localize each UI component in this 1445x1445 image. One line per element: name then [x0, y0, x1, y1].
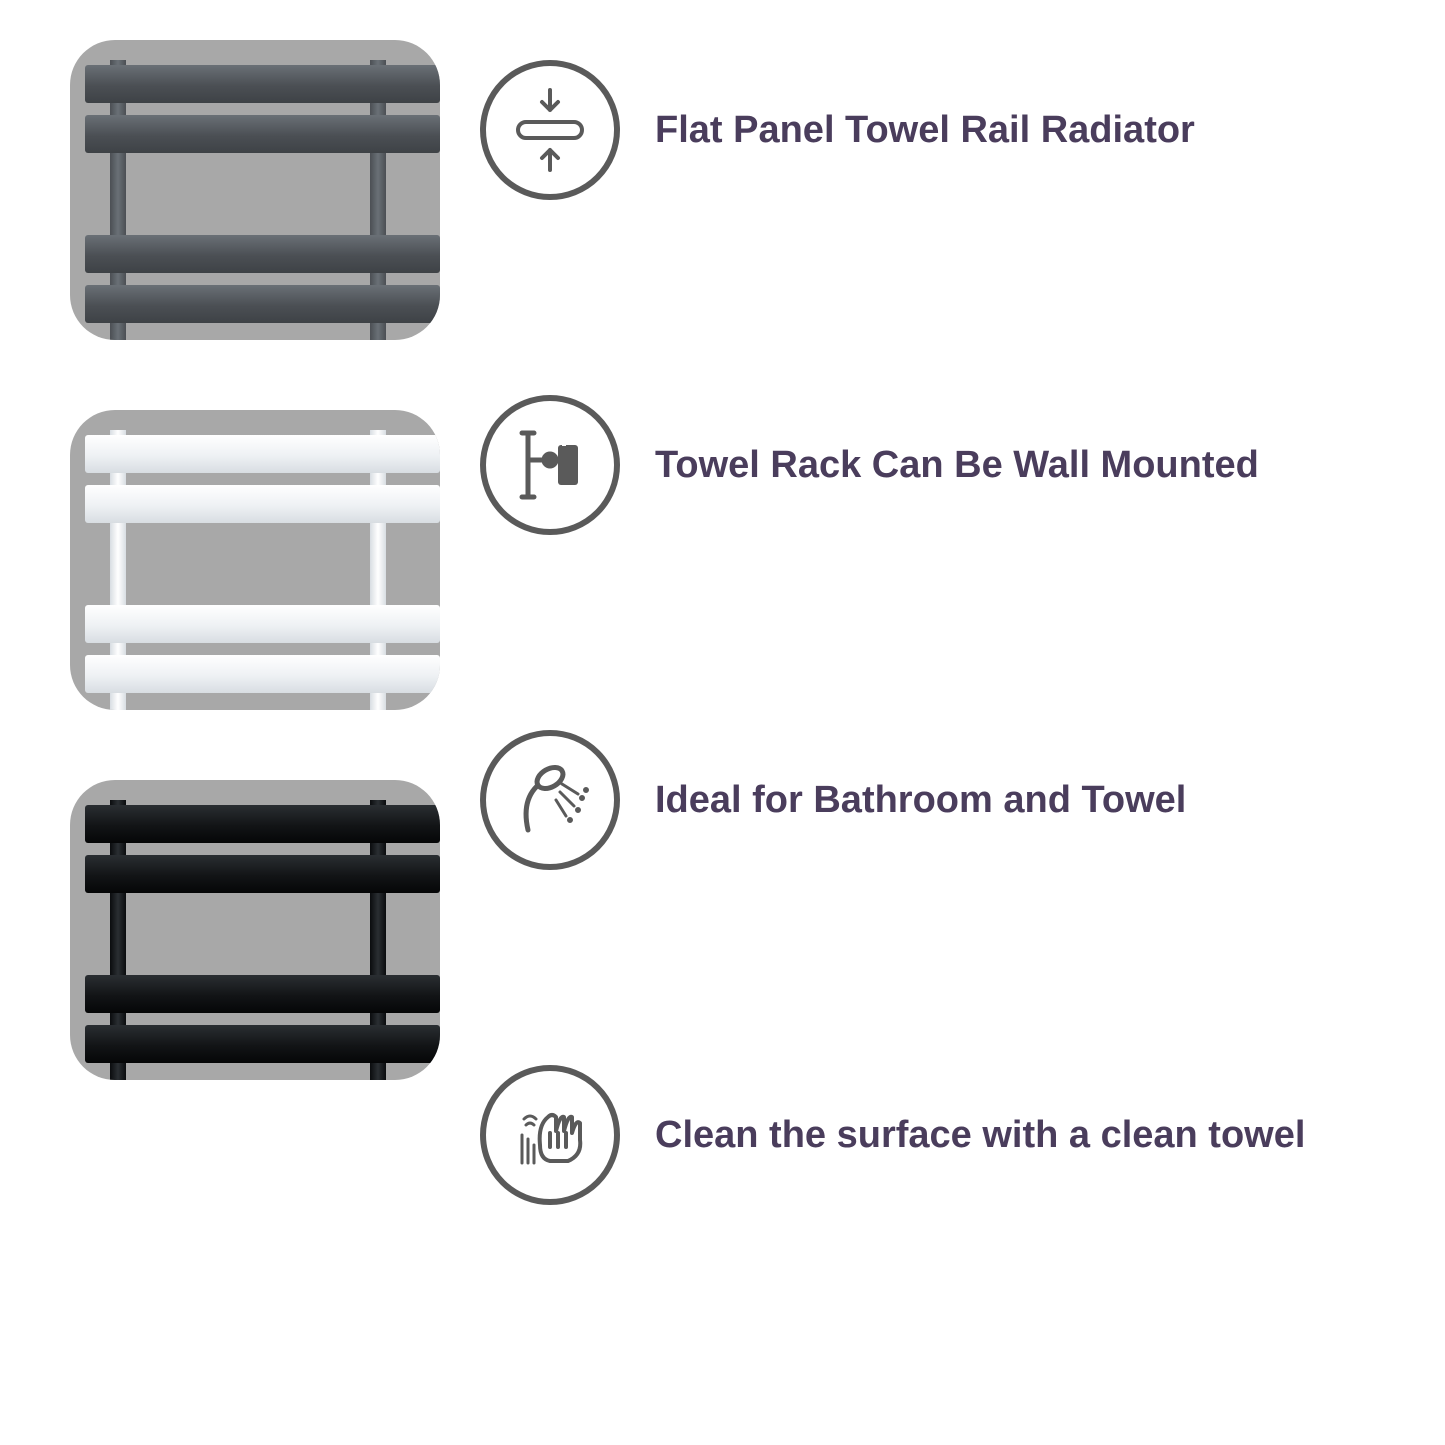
radiator-bar [85, 435, 440, 473]
wall-mount-icon [480, 395, 620, 535]
product-tile-black [70, 780, 440, 1080]
radiator-bar [85, 855, 440, 893]
feature-label: Towel Rack Can Be Wall Mounted [655, 444, 1259, 487]
shower-icon [480, 730, 620, 870]
clean-icon [480, 1065, 620, 1205]
feature-row-wall-mount: Towel Rack Can Be Wall Mounted [480, 395, 1420, 535]
feature-label: Ideal for Bathroom and Towel [655, 779, 1186, 822]
feature-row-shower: Ideal for Bathroom and Towel [480, 730, 1420, 870]
feature-label: Flat Panel Towel Rail Radiator [655, 109, 1195, 152]
feature-label: Clean the surface with a clean towel [655, 1114, 1305, 1157]
radiator-bar [85, 65, 440, 103]
feature-row-clean: Clean the surface with a clean towel [480, 1065, 1420, 1205]
radiator-bar [85, 655, 440, 693]
radiator-bar [85, 485, 440, 523]
radiator-bar [85, 285, 440, 323]
product-tile-white [70, 410, 440, 710]
product-tile-dark [70, 40, 440, 340]
radiator-bar [85, 115, 440, 153]
features-column: Flat Panel Towel Rail Radiator Towel Rac… [480, 60, 1420, 1205]
feature-row-flat-panel: Flat Panel Towel Rail Radiator [480, 60, 1420, 200]
radiator-bar [85, 1025, 440, 1063]
flat-panel-icon [480, 60, 620, 200]
product-tiles-column [70, 40, 440, 1080]
radiator-bar [85, 805, 440, 843]
radiator-bar [85, 235, 440, 273]
radiator-bar [85, 605, 440, 643]
radiator-bar [85, 975, 440, 1013]
